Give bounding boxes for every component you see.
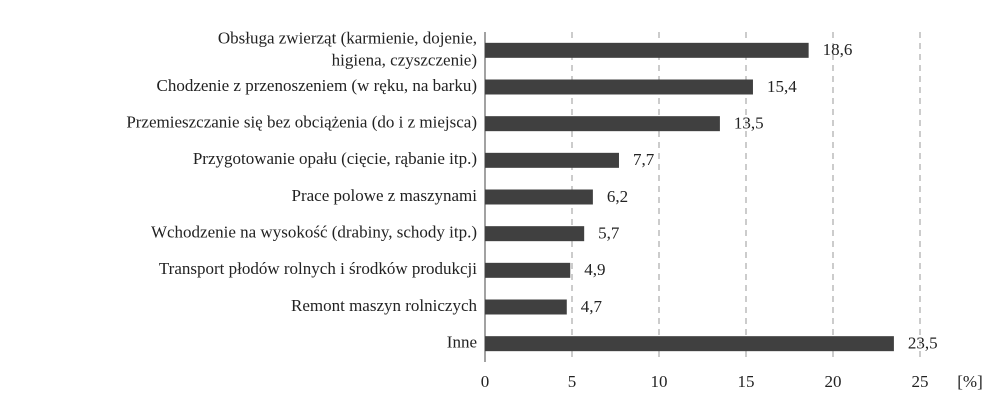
x-tick-label: 20 <box>825 372 842 391</box>
y-tick-label: Chodzenie z przenoszeniem (w ręku, na ba… <box>156 76 477 95</box>
value-label: 7,7 <box>633 150 655 169</box>
y-tick-label: Przemieszczanie się bez obciążenia (do i… <box>126 113 477 132</box>
value-label: 18,6 <box>823 40 853 59</box>
y-tick-label: Transport płodów rolnych i środków produ… <box>159 259 477 278</box>
x-tick-label: 15 <box>738 372 755 391</box>
y-tick-label: Obsługa zwierząt (karmienie, dojenie, hig… <box>218 28 477 69</box>
bar <box>485 116 720 132</box>
y-tick-label: Wchodzenie na wysokość (drabiny, schody … <box>151 223 477 242</box>
bar <box>485 262 571 278</box>
bar <box>485 79 753 95</box>
value-label: 5,7 <box>598 224 620 243</box>
value-label: 23,5 <box>908 334 938 353</box>
y-tick-label: Prace polowe z maszynami <box>291 186 477 205</box>
x-axis-label: [%] <box>957 372 982 391</box>
bar <box>485 152 619 168</box>
bar <box>485 42 809 58</box>
y-tick-label: Przygotowanie opału (cięcie, rąbanie itp… <box>193 149 477 168</box>
x-tick-label: 10 <box>651 372 668 391</box>
value-label: 4,9 <box>584 260 605 279</box>
x-tick-label: 25 <box>912 372 929 391</box>
bar <box>485 226 585 242</box>
value-label: 6,2 <box>607 187 628 206</box>
value-label: 4,7 <box>581 297 603 316</box>
value-label: 13,5 <box>734 114 764 133</box>
value-label: 15,4 <box>767 77 797 96</box>
y-tick-label: Remont maszyn rolniczych <box>291 296 478 315</box>
bar <box>485 189 593 205</box>
bar <box>485 299 567 315</box>
x-tick-label: 0 <box>481 372 490 391</box>
y-tick-label: Inne <box>447 333 477 352</box>
x-tick-label: 5 <box>568 372 577 391</box>
bar <box>485 336 894 352</box>
